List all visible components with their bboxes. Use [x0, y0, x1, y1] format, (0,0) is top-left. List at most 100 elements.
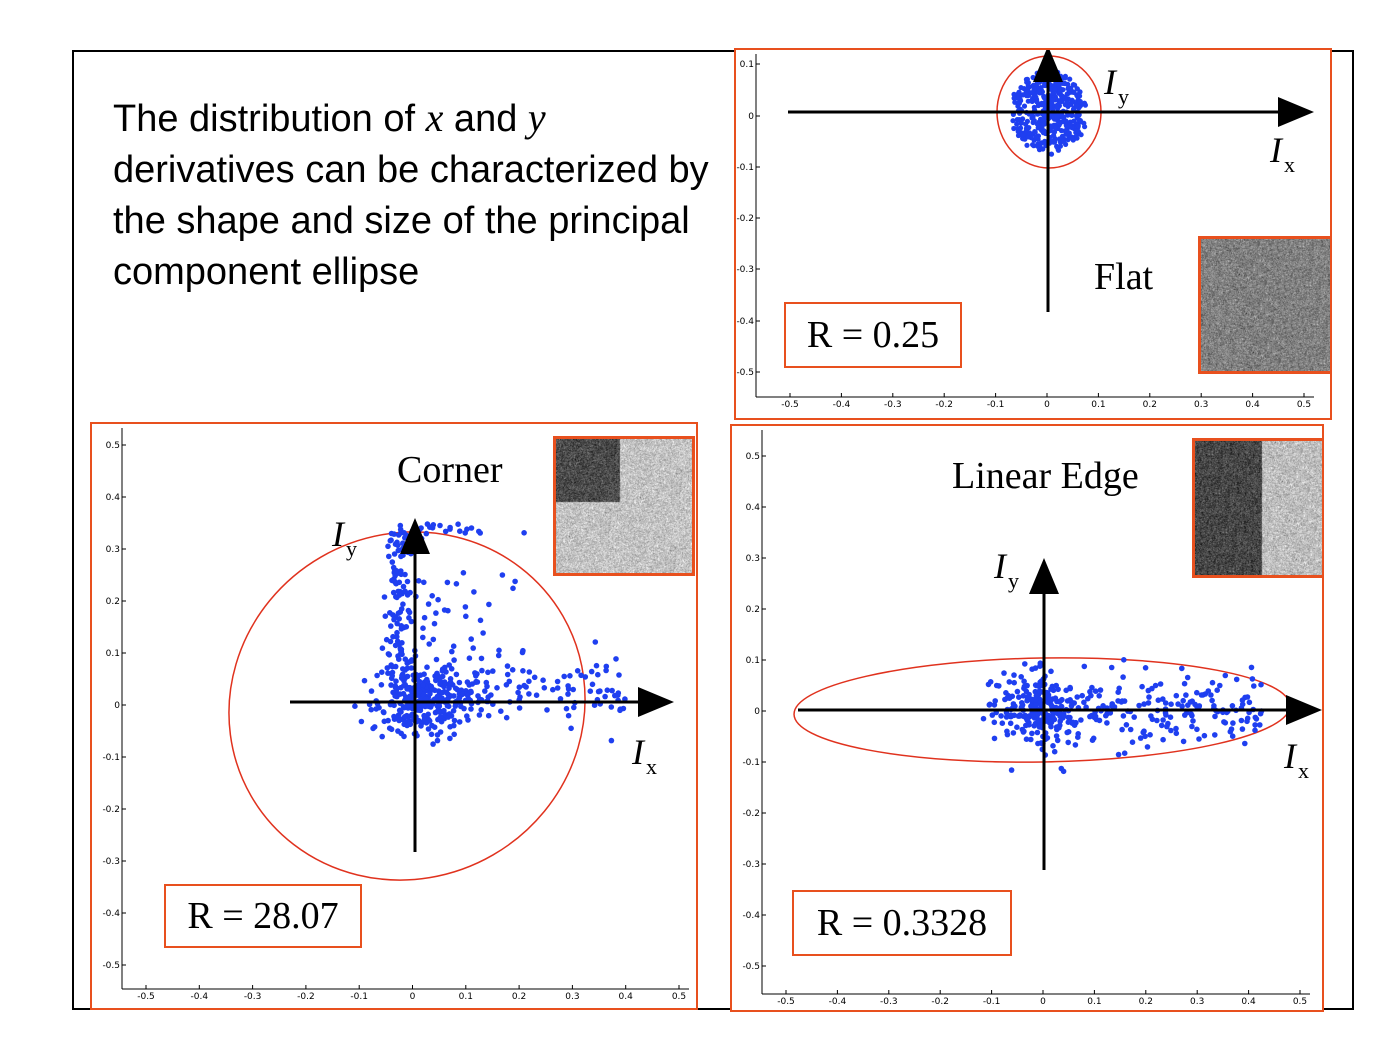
scatter-point [392, 684, 399, 691]
scatter-point [1096, 717, 1103, 724]
scatter-point [1147, 732, 1153, 738]
intro-var-y: y [527, 95, 546, 140]
scatter-point [403, 624, 410, 630]
scatter-point [434, 703, 441, 709]
scatter-point [1233, 676, 1240, 683]
x-tick-label: 0.1 [1087, 997, 1101, 1007]
scatter-point [602, 693, 608, 700]
scatter-point [1209, 697, 1215, 704]
scatter-point [1016, 713, 1023, 719]
scatter-point [1003, 714, 1010, 720]
scatter-point [509, 667, 516, 673]
scatter-point [1096, 693, 1102, 699]
scatter-point [1050, 97, 1056, 103]
scatter-point [1115, 751, 1122, 758]
scatter-point [1141, 701, 1147, 707]
scatter-point [1251, 683, 1257, 689]
scatter-point [999, 720, 1006, 726]
x-axis-subscript: x [1298, 758, 1309, 783]
scatter-point [1160, 736, 1166, 743]
scatter-point [980, 715, 987, 722]
scatter-point [503, 682, 510, 688]
scatter-point [1058, 74, 1064, 81]
scatter-point [1208, 692, 1214, 698]
scatter-point [1194, 726, 1200, 733]
scatter-point [991, 735, 998, 742]
scatter-point [526, 691, 532, 697]
scatter-point [390, 612, 396, 618]
scatter-point [1181, 680, 1188, 687]
scatter-point [1004, 728, 1010, 735]
scatter-point [1118, 699, 1125, 705]
scatter-point [1014, 724, 1020, 730]
scatter-point [1009, 693, 1016, 700]
scatter-point [1189, 712, 1195, 719]
scatter-point [1239, 697, 1246, 703]
scatter-point [1039, 101, 1046, 107]
scatter-point [394, 539, 400, 546]
scatter-point [393, 714, 399, 721]
x-tick-label: -0.4 [833, 400, 851, 410]
x-tick-label: -0.2 [297, 992, 315, 1002]
scatter-point [378, 682, 385, 688]
scatter-point [458, 703, 464, 710]
scatter-point [617, 707, 623, 714]
scatter-point [1075, 734, 1081, 740]
scatter-point [533, 692, 540, 698]
scatter-point [1072, 82, 1078, 88]
scatter-point [404, 665, 411, 672]
scatter-point [358, 718, 365, 725]
scatter-point [1145, 687, 1152, 694]
corner-plot: 0.5 0.4 0.3 0.2 0.1 0 -0.1 -0.2 -0.3 -0.4 -0.5 -0.5… [102, 428, 689, 1002]
scatter-point [987, 679, 994, 685]
scatter-point [1048, 668, 1054, 675]
scatter-point [593, 662, 600, 669]
scatter-point [447, 735, 453, 742]
x-tick-label: 0.4 [1241, 997, 1256, 1007]
scatter-point [504, 671, 511, 678]
scatter-point [431, 620, 438, 627]
y-tick-label: 0.1 [740, 60, 754, 70]
scatter-point [550, 686, 556, 693]
scatter-point [1189, 723, 1195, 730]
scatter-point [541, 685, 548, 691]
panel-corner: 0.5 0.4 0.3 0.2 0.1 0 -0.1 -0.2 -0.3 -0.4 -0.5 -0.5… [90, 422, 698, 1010]
scatter-point [1019, 700, 1025, 706]
scatter-point [1092, 688, 1099, 694]
scatter-point [435, 673, 441, 679]
x-tick-label: -0.1 [987, 400, 1005, 410]
scatter-point [1038, 85, 1044, 91]
y-tick-label: 0 [748, 112, 754, 122]
scatter-point [1034, 729, 1041, 736]
scatter-point [420, 634, 426, 641]
scatter-point [1158, 722, 1165, 729]
scatter-point [1069, 112, 1075, 118]
scatter-point [450, 643, 457, 649]
scatter-point [1155, 697, 1162, 703]
scatter-point [1003, 690, 1009, 696]
scatter-point [464, 526, 470, 532]
scatter-point [1184, 674, 1191, 681]
scatter-point [396, 616, 403, 622]
scatter-point [435, 716, 441, 723]
scatter-point [1119, 726, 1125, 733]
scatter-point [494, 685, 500, 691]
scatter-point [1012, 99, 1018, 105]
scatter-point [490, 668, 496, 674]
scatter-point [1030, 142, 1036, 148]
scatter-point [1036, 724, 1043, 730]
scatter-point [1034, 121, 1040, 127]
scatter-point [495, 652, 502, 659]
scatter-point [567, 673, 573, 679]
scatter-point [416, 678, 423, 685]
scatter-point [1057, 718, 1063, 724]
scatter-point [1015, 132, 1022, 139]
scatter-point [452, 685, 459, 692]
scatter-point [1123, 722, 1130, 728]
scatter-point [421, 712, 427, 719]
scatter-point [394, 629, 400, 636]
scatter-point [608, 737, 615, 744]
x-tick-label: -0.2 [931, 997, 949, 1007]
scatter-point [1024, 86, 1031, 92]
scatter-point [1024, 79, 1030, 85]
